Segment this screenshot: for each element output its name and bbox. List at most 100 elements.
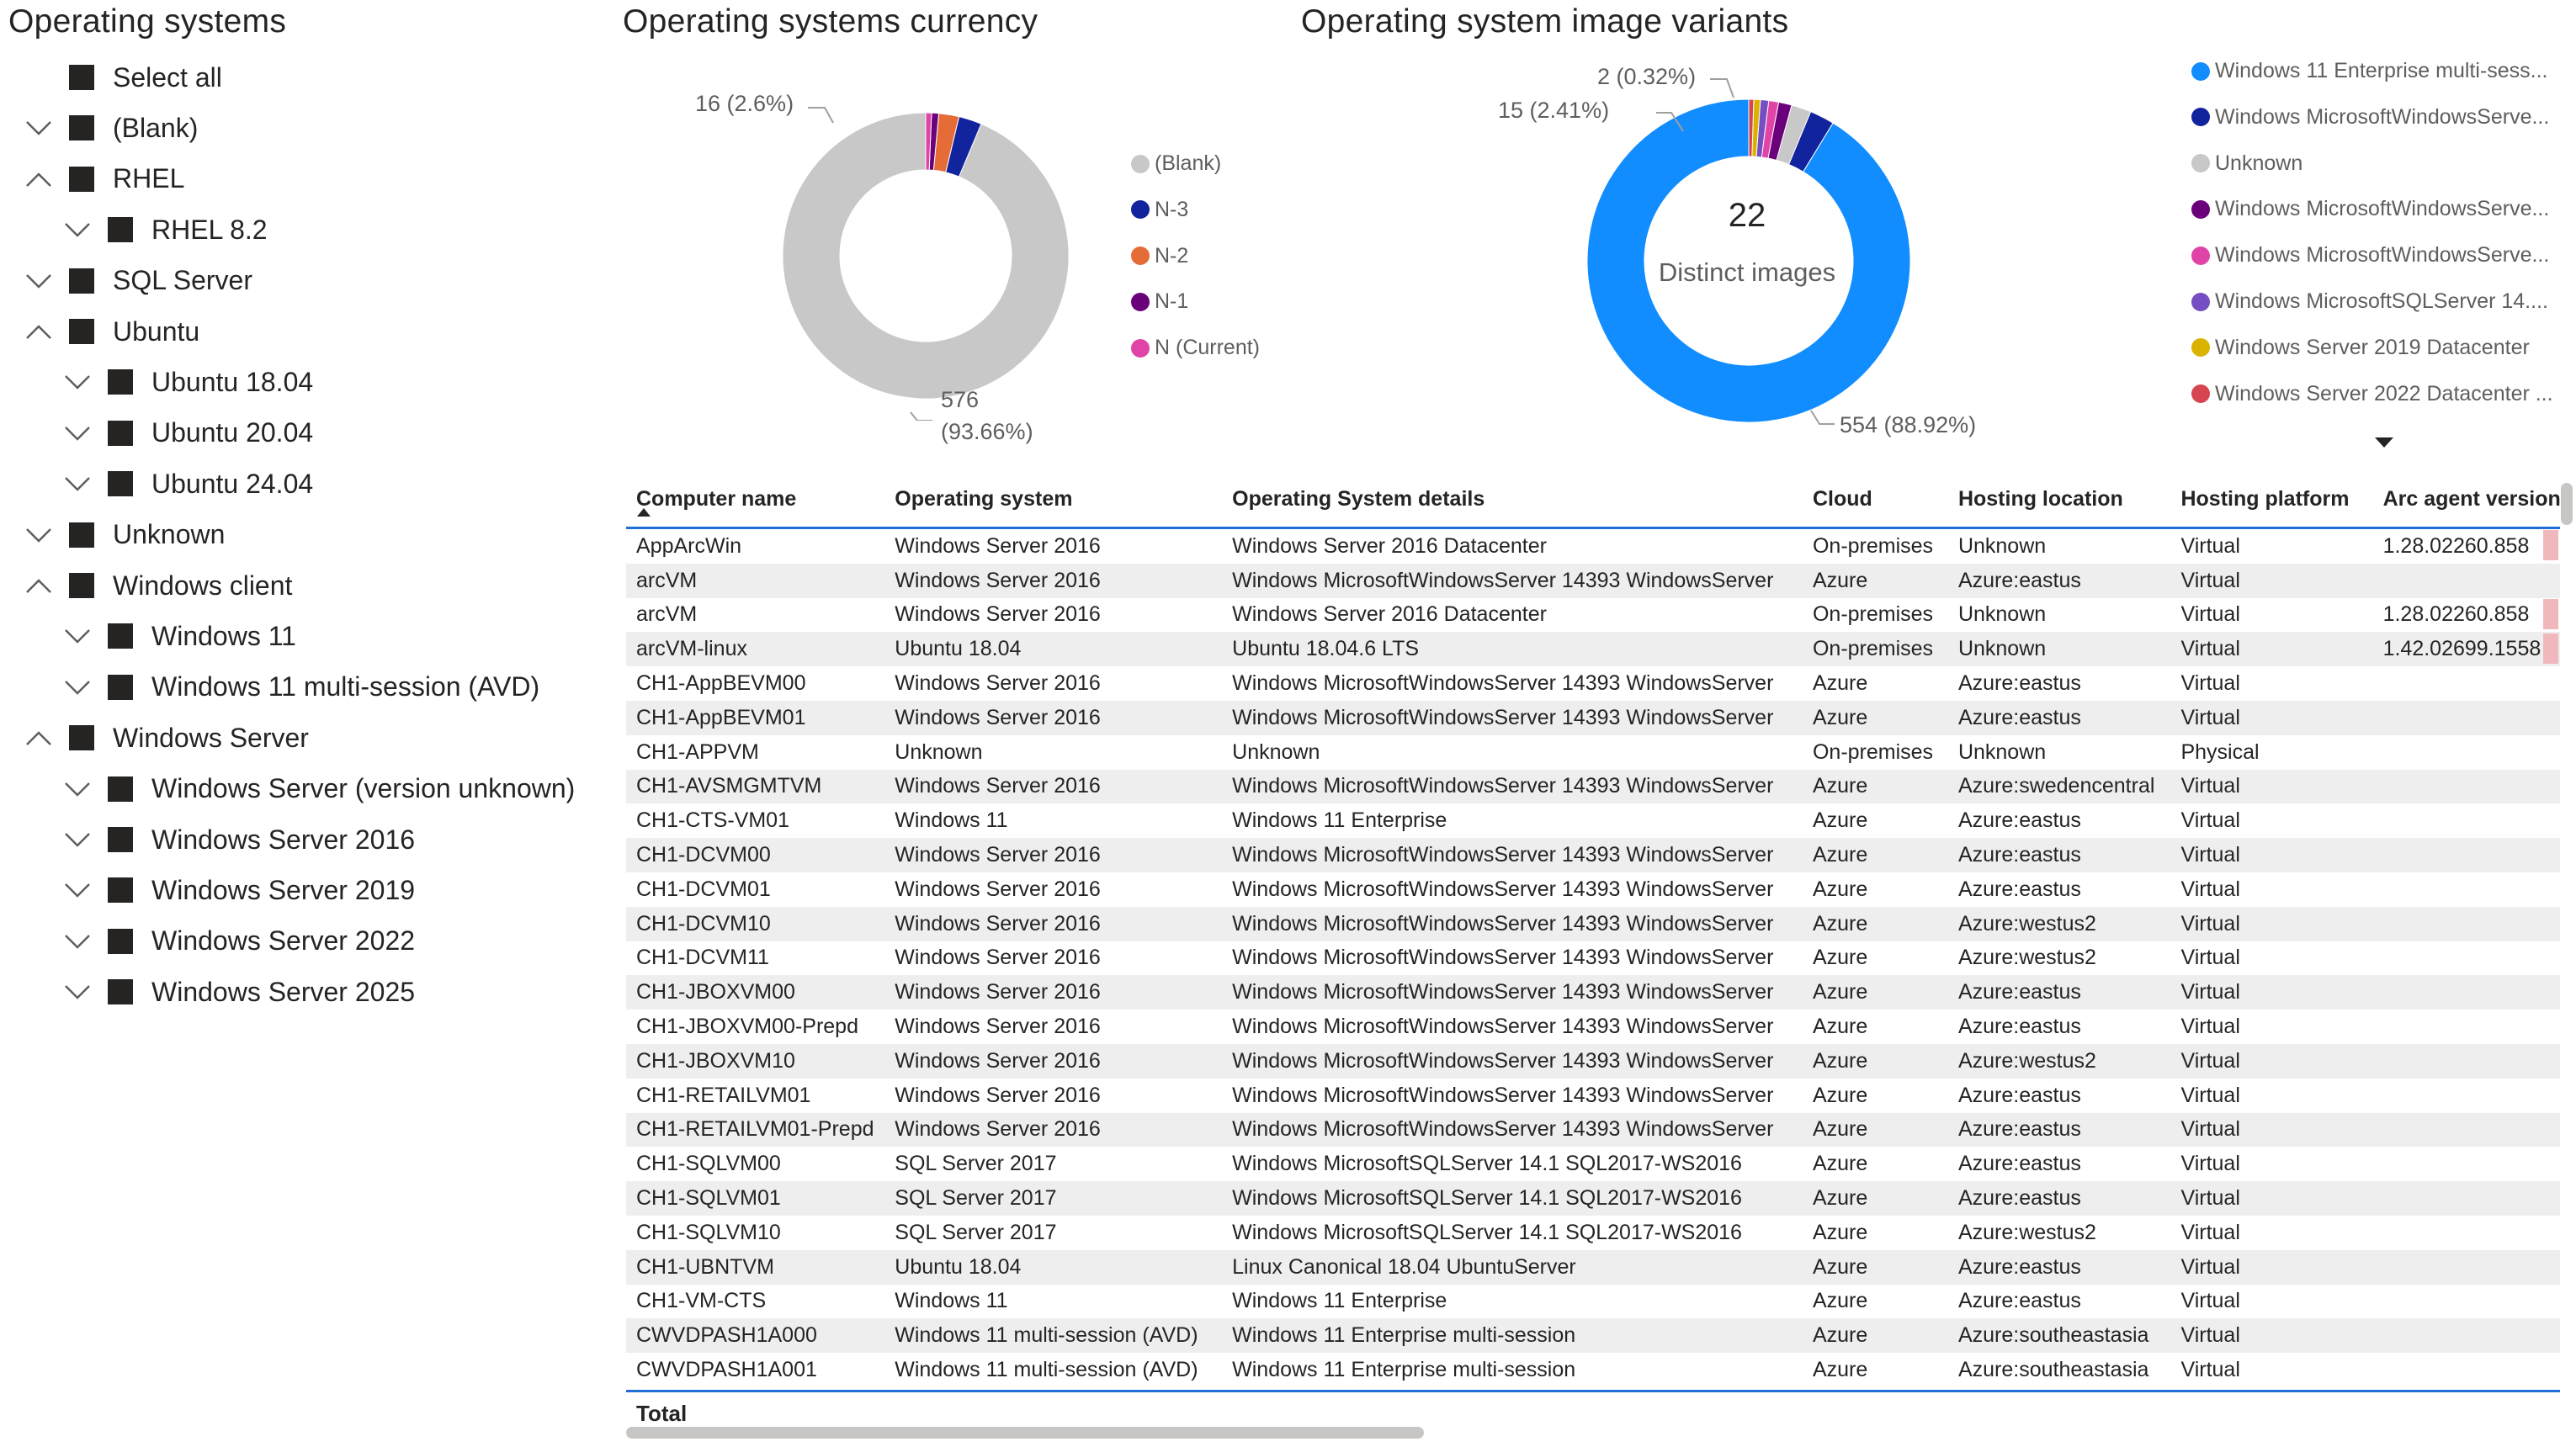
- legend-item[interactable]: Windows 11 Enterprise multi-sess...: [2191, 59, 2548, 83]
- table-row[interactable]: CH1-AppBEVM01 Windows Server 2016 Windows …: [626, 700, 2560, 735]
- checkbox[interactable]: [69, 166, 94, 192]
- slicer-item[interactable]: Unknown: [24, 513, 225, 557]
- vertical-scrollbar[interactable]: [2561, 483, 2573, 525]
- slicer-item[interactable]: Ubuntu 18.04: [62, 360, 313, 404]
- column-header[interactable]: Hosting location: [1957, 486, 2123, 511]
- checkbox[interactable]: [108, 420, 133, 446]
- chevron-down-icon[interactable]: [62, 926, 93, 957]
- slicer-item[interactable]: Ubuntu 20.04: [62, 411, 313, 455]
- table-row[interactable]: CWVDPASH1A001 Windows 11 multi-session (A…: [626, 1353, 2560, 1387]
- chevron-up-icon[interactable]: [24, 164, 54, 194]
- chevron-down-icon[interactable]: [62, 621, 93, 651]
- column-header[interactable]: Hosting platform: [2180, 486, 2350, 511]
- checkbox[interactable]: [108, 623, 133, 649]
- chevron-down-icon[interactable]: [62, 875, 93, 905]
- chevron-down-icon[interactable]: [62, 418, 93, 448]
- chevron-down-icon[interactable]: [62, 215, 93, 245]
- column-header[interactable]: Computer name: [636, 486, 797, 511]
- slicer-item[interactable]: Windows Server 2022: [62, 920, 415, 963]
- slicer-item[interactable]: Windows Server 2025: [62, 970, 415, 1014]
- chevron-up-icon[interactable]: [24, 316, 54, 347]
- table-row[interactable]: CH1-AVSMGMTVM Windows Server 2016 Windows …: [626, 769, 2560, 804]
- slicer-item[interactable]: Windows 11 multi-session (AVD): [62, 665, 539, 709]
- chevron-up-icon[interactable]: [24, 570, 54, 601]
- legend-item[interactable]: N-2: [1131, 244, 1188, 268]
- legend-item[interactable]: Windows MicrosoftSQLServer 14....: [2191, 289, 2548, 314]
- table-row[interactable]: CH1-RETAILVM01 Windows Server 2016 Windows…: [626, 1079, 2560, 1113]
- table-row[interactable]: CH1-SQLVM01 SQL Server 2017 Windows Micros…: [626, 1181, 2560, 1216]
- legend-item[interactable]: Windows MicrosoftWindowsServe...: [2191, 105, 2549, 130]
- table-row[interactable]: CH1-SQLVM00 SQL Server 2017 Windows Micros…: [626, 1147, 2560, 1181]
- checkbox[interactable]: [108, 877, 133, 904]
- checkbox[interactable]: [69, 725, 94, 751]
- chevron-down-icon[interactable]: [62, 824, 93, 855]
- slicer-item[interactable]: Windows client: [24, 564, 292, 607]
- legend-item[interactable]: (Blank): [1131, 151, 1221, 176]
- chevron-down-icon[interactable]: [24, 520, 54, 550]
- legend-scroll-down-icon[interactable]: [2375, 437, 2393, 448]
- donut-slice-blank[interactable]: [782, 112, 1070, 400]
- table-row[interactable]: CWVDPASH1A000 Windows 11 multi-session (A…: [626, 1318, 2560, 1354]
- table-row[interactable]: CH1-AppBEVM00 Windows Server 2016 Windows …: [626, 666, 2560, 701]
- slicer-item[interactable]: Windows 11: [62, 614, 296, 658]
- chevron-down-icon[interactable]: [62, 977, 93, 1007]
- checkbox[interactable]: [108, 827, 133, 852]
- chevron-down-icon[interactable]: [62, 672, 93, 702]
- column-header[interactable]: Cloud: [1812, 486, 1872, 511]
- legend-item[interactable]: N-3: [1131, 198, 1188, 222]
- table-row[interactable]: arcVM Windows Server 2016 Windows Microsof…: [626, 563, 2560, 598]
- table-row[interactable]: arcVM Windows Server 2016 Windows Server 2…: [626, 598, 2560, 633]
- table-row[interactable]: CH1-SQLVM10 SQL Server 2017 Windows Micros…: [626, 1216, 2560, 1250]
- chevron-down-icon[interactable]: [24, 113, 54, 143]
- legend-item[interactable]: Windows MicrosoftWindowsServe...: [2191, 197, 2549, 221]
- checkbox[interactable]: [69, 268, 94, 294]
- slicer-item[interactable]: SQL Server: [24, 259, 252, 303]
- legend-item[interactable]: Windows Server 2019 Datacenter: [2191, 336, 2530, 360]
- chevron-up-icon[interactable]: [24, 723, 54, 753]
- checkbox[interactable]: [69, 65, 94, 90]
- donut-slice-windows-server-2022-datacenter[interactable]: [1748, 98, 1755, 157]
- table-row[interactable]: CH1-VM-CTS Windows 11 Windows 11 Enterpris…: [626, 1285, 2560, 1319]
- checkbox[interactable]: [108, 369, 133, 395]
- table-row[interactable]: AppArcWin Windows Server 2016 Windows Serv…: [626, 528, 2560, 564]
- table-row[interactable]: CH1-UBNTVM Ubuntu 18.04 Linux Canonical 18…: [626, 1249, 2560, 1285]
- legend-item[interactable]: N-1: [1131, 289, 1188, 314]
- checkbox[interactable]: [108, 776, 133, 802]
- checkbox[interactable]: [69, 319, 94, 344]
- donut-slice-n-current[interactable]: [925, 112, 932, 171]
- checkbox[interactable]: [69, 573, 94, 598]
- checkbox[interactable]: [108, 979, 133, 1005]
- slicer-item[interactable]: Windows Server: [24, 716, 309, 760]
- slicer-item[interactable]: Windows Server 2016: [62, 818, 415, 861]
- slicer-item[interactable]: Windows Server (version unknown): [62, 767, 575, 811]
- slicer-item[interactable]: RHEL 8.2: [62, 208, 268, 252]
- column-header[interactable]: Operating System details: [1232, 486, 1485, 511]
- horizontal-scrollbar[interactable]: [626, 1427, 1424, 1439]
- legend-item[interactable]: Windows Server 2022 Datacenter ...: [2191, 382, 2553, 406]
- slicer-item[interactable]: Windows Server 2019: [62, 868, 415, 912]
- legend-item[interactable]: N (Current): [1131, 336, 1260, 360]
- slicer-item[interactable]: Select all: [24, 56, 222, 99]
- checkbox[interactable]: [108, 217, 133, 243]
- chevron-down-icon[interactable]: [62, 774, 93, 804]
- chevron-down-icon[interactable]: [62, 469, 93, 499]
- table-row[interactable]: CH1-RETAILVM01-Prepd Windows Server 2016 W…: [626, 1112, 2560, 1148]
- slicer-item[interactable]: RHEL: [24, 157, 184, 201]
- donut-slice-windows-11-enterprise-multi-sess[interactable]: [1586, 98, 1911, 423]
- column-header[interactable]: Operating system: [895, 486, 1073, 511]
- table-row[interactable]: arcVM-linux Ubuntu 18.04 Ubuntu 18.04.6 LT…: [626, 632, 2560, 667]
- table-row[interactable]: CH1-DCVM10 Windows Server 2016 Windows Mic…: [626, 906, 2560, 941]
- checkbox[interactable]: [108, 928, 133, 954]
- table-row[interactable]: CH1-JBOXVM10 Windows Server 2016 Windows M…: [626, 1043, 2560, 1079]
- table-row[interactable]: CH1-JBOXVM00 Windows Server 2016 Windows M…: [626, 975, 2560, 1010]
- table-row[interactable]: CH1-CTS-VM01 Windows 11 Windows 11 Enterpr…: [626, 803, 2560, 838]
- slicer-item[interactable]: Ubuntu: [24, 310, 199, 353]
- table-row[interactable]: CH1-DCVM01 Windows Server 2016 Windows Mic…: [626, 872, 2560, 907]
- chevron-down-icon[interactable]: [62, 367, 93, 397]
- table-row[interactable]: CH1-JBOXVM00-Prepd Windows Server 2016 Win…: [626, 1010, 2560, 1044]
- legend-item[interactable]: Windows MicrosoftWindowsServe...: [2191, 243, 2549, 268]
- checkbox[interactable]: [108, 674, 133, 700]
- table-row[interactable]: CH1-DCVM11 Windows Server 2016 Windows Mic…: [626, 941, 2560, 976]
- checkbox[interactable]: [69, 115, 94, 141]
- table-row[interactable]: CH1-DCVM00 Windows Server 2016 Windows Mic…: [626, 838, 2560, 872]
